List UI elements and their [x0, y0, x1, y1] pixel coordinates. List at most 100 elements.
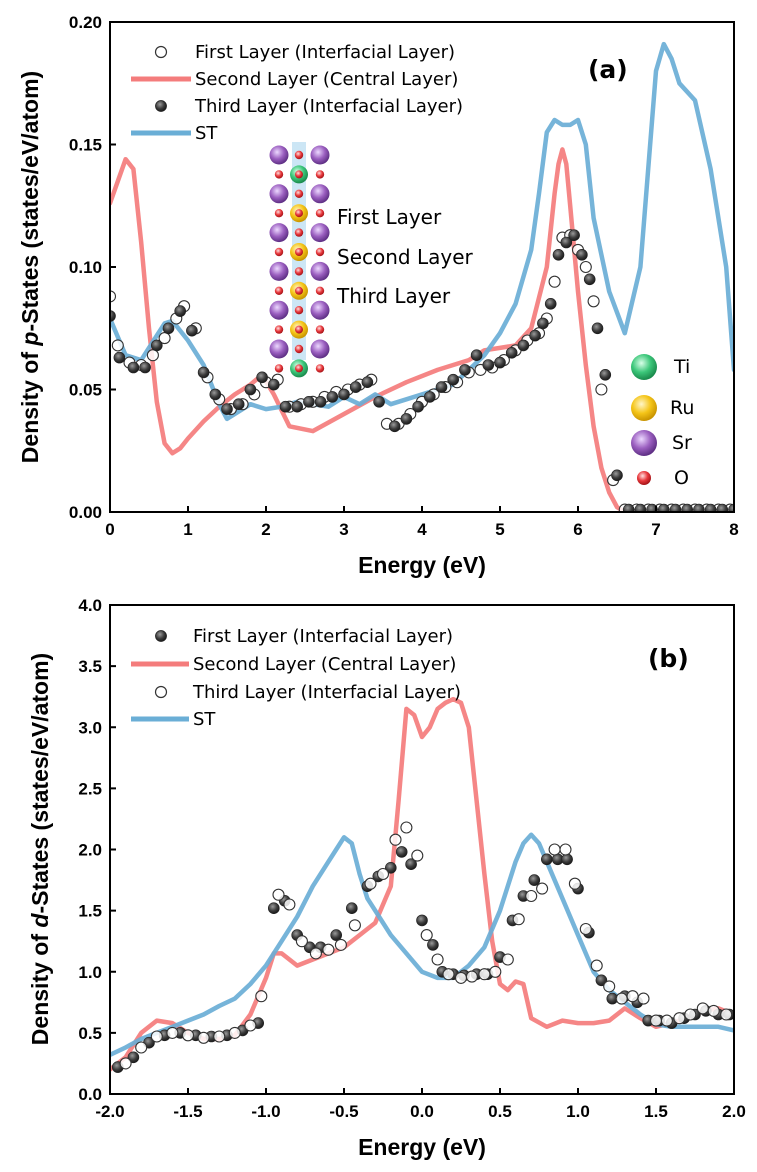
series-point-b-3-21 [411, 849, 424, 862]
series-point-a-3-52 [681, 503, 693, 512]
x-tick-label-b-0: -2.0 [95, 1102, 124, 1121]
y-tick-label-b-3: 1.5 [78, 902, 102, 921]
x-tick-label-b-2: -1.0 [251, 1102, 280, 1121]
y-tick-label-a-0: 0.00 [69, 503, 102, 522]
series-point-b-3-17 [364, 877, 377, 890]
series-point-b-3-4 [181, 1029, 195, 1042]
series-point-a-3-25 [400, 413, 413, 425]
series-point-a-3-12 [244, 383, 257, 396]
atom-label-o: O [674, 467, 689, 489]
series-point-b-3-35 [568, 877, 581, 890]
x-tick-label-a-1: 1 [183, 520, 192, 539]
sr-atom-4-l [269, 223, 289, 243]
sr-atom-10-r [310, 339, 330, 359]
y-axis-title-a: Density of p-States (states/eV/atom) [17, 71, 43, 463]
sr-atom-8-r [310, 300, 330, 320]
series-point-b-3-3 [166, 1026, 179, 1039]
y-axis-title-b-suffix: -States (states/eV/atom) [27, 653, 53, 914]
legend-label-b-1: Second Layer (Central Layer) [193, 654, 456, 675]
series-point-b-3-43 [660, 1014, 673, 1027]
y-axis-title-a-suffix: -States (states/eV/atom) [17, 71, 43, 332]
x-tick-label-a-4: 4 [417, 520, 427, 539]
atom-legend: Ti Ru Sr O [631, 354, 694, 489]
series-point-a-3-26 [412, 400, 424, 413]
series-point-a-3-5 [162, 322, 175, 335]
sr-atom-icon [631, 430, 657, 456]
series-point-b-2-23 [427, 939, 439, 951]
series-point-a-3-42 [576, 249, 588, 261]
series-point-b-2-32 [528, 874, 541, 886]
atom-label-ru: Ru [670, 397, 694, 419]
series-point-b-3-29 [501, 953, 514, 966]
series-point-b-3-11 [283, 898, 296, 911]
chart-panel-b: -2.0 -1.5 -1.0 -0.5 0.0 0.5 1.0 1.5 2.0 0.0 0.5 1.0… [27, 596, 746, 1160]
series-point-a-3-13 [256, 371, 268, 384]
series-point-b-3-19 [389, 833, 402, 846]
series-point-b-3-15 [334, 938, 347, 951]
legend-label-b-3: ST [193, 709, 216, 730]
series-point-a-3-49 [646, 503, 658, 512]
series-point-a-3-21 [349, 381, 362, 393]
o-atom-6-c [294, 267, 304, 276]
series-point-b-3-12 [295, 935, 308, 948]
series-point-b-2-19 [384, 861, 397, 874]
series-point-b-3-7 [228, 1026, 241, 1039]
series-point-a-2-0 [110, 290, 117, 303]
crystal-structure-inset: First Layer Second Layer Third Layer [269, 142, 474, 378]
series-point-b-2-21 [405, 858, 417, 871]
o-atom-1-r [315, 170, 325, 179]
series-point-a-3-56 [728, 503, 734, 512]
series-point-b-3-28 [489, 965, 502, 978]
o-atom-0-c [294, 150, 304, 160]
series-point-b-3-47 [707, 1004, 720, 1017]
o-atom-4-c [294, 228, 304, 237]
o-atom-3-r [315, 209, 325, 218]
series-point-b-3-39 [615, 992, 628, 1005]
series-point-a-3-24 [388, 420, 401, 433]
series-point-b-3-40 [626, 990, 639, 1003]
series-point-b-3-27 [478, 968, 491, 981]
series-point-b-3-20 [400, 821, 413, 834]
panel-label-a: (a) [588, 55, 628, 84]
series-point-a-3-36 [529, 329, 541, 342]
series-line-a-1 [110, 41, 734, 422]
series-point-a-3-40 [560, 236, 573, 249]
series-point-a-2-45 [595, 383, 608, 396]
structure-label-first: First Layer [337, 205, 442, 229]
o-atom-7-c [295, 286, 303, 295]
series-point-b-3-13 [309, 947, 322, 960]
series-point-a-3-32 [482, 359, 495, 371]
sr-atom-4-r [310, 223, 330, 243]
o-atom-11-c [295, 364, 303, 373]
o-atom-5-l [274, 247, 284, 257]
series-point-a-3-9 [209, 388, 222, 401]
legend-label-b-2: Third Layer (Interfacial Layer) [192, 682, 461, 703]
o-atom-2-c [294, 189, 304, 198]
x-tick-label-b-5: 0.5 [488, 1102, 512, 1121]
o-atom-9-l [274, 325, 284, 334]
series-point-b-2-22 [416, 914, 428, 927]
x-tick-label-a-8: 8 [729, 520, 738, 539]
plot-area-a [110, 41, 734, 512]
series-point-a-3-18 [314, 395, 327, 408]
ru-atom-icon [631, 395, 657, 421]
axes-b: -2.0 -1.5 -1.0 -0.5 0.0 0.5 1.0 1.5 2.0 0.0 0.5 1.0… [78, 596, 745, 1121]
x-tick-label-a-0: 0 [105, 520, 114, 539]
series-point-a-3-17 [303, 395, 315, 408]
legend-label-a-3: ST [195, 123, 218, 144]
sr-atom-2-r [310, 184, 330, 204]
y-tick-label-b-8: 4.0 [78, 596, 102, 615]
series-point-a-3-28 [435, 381, 448, 393]
series-point-b-3-46 [696, 1002, 709, 1015]
series-point-b-3-30 [512, 913, 525, 926]
x-tick-label-a-2: 2 [261, 520, 270, 539]
series-point-b-3-25 [454, 971, 468, 984]
series-point-b-2-15 [330, 929, 343, 941]
series-point-a-3-51 [669, 503, 682, 512]
atom-label-ti: Ti [673, 356, 690, 378]
series-point-b-3-24 [442, 968, 455, 981]
structure-label-third: Third Layer [336, 284, 451, 308]
series-point-a-3-37 [537, 317, 549, 330]
y-tick-label-b-2: 1.0 [78, 963, 102, 982]
